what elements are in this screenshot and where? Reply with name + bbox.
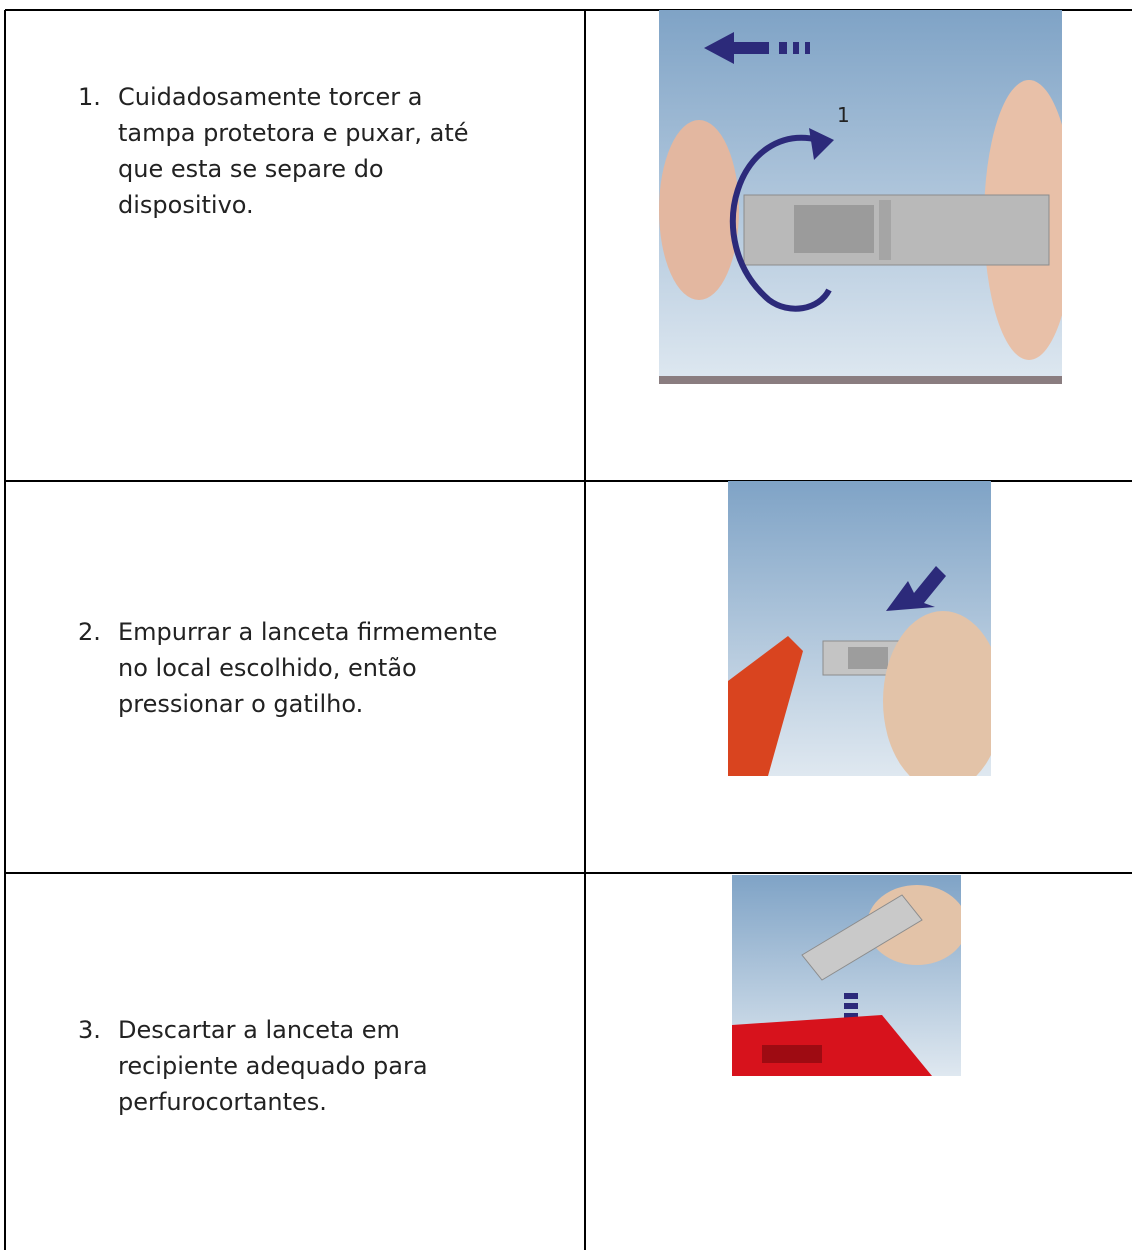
text-line: Descartar a lanceta em [118, 1016, 400, 1044]
step-number: 3. [78, 1016, 101, 1044]
illustration [728, 481, 991, 776]
table-border [4, 10, 6, 1250]
illustration [732, 875, 961, 1076]
text-line: no local escolhido, então [118, 654, 417, 682]
text-line: Empurrar a lanceta firmemente [118, 618, 498, 646]
text-line: tampa protetora e puxar, até [118, 119, 469, 147]
text-line: recipiente adequado para [118, 1052, 428, 1080]
table-border [5, 9, 1132, 11]
illustration: 1 [659, 10, 1062, 384]
text-line: que esta se separe do [118, 155, 384, 183]
table-border [5, 872, 1132, 874]
table-border [584, 10, 586, 1250]
step-number: 1. [78, 83, 101, 111]
step-text: Empurrar a lanceta firmemente no local e… [118, 614, 497, 722]
text-line: pressionar o gatilho. [118, 690, 364, 718]
text-line: dispositivo. [118, 191, 254, 219]
text-line: perfurocortantes. [118, 1088, 327, 1116]
step-number: 2. [78, 618, 101, 646]
table-border [5, 480, 1132, 482]
text-line: Cuidadosamente torcer a [118, 83, 423, 111]
svg-text:1: 1 [837, 103, 850, 127]
step-text: Descartar a lanceta em recipiente adequa… [118, 1012, 428, 1120]
step-text: Cuidadosamente torcer a tampa protetora … [118, 79, 469, 223]
